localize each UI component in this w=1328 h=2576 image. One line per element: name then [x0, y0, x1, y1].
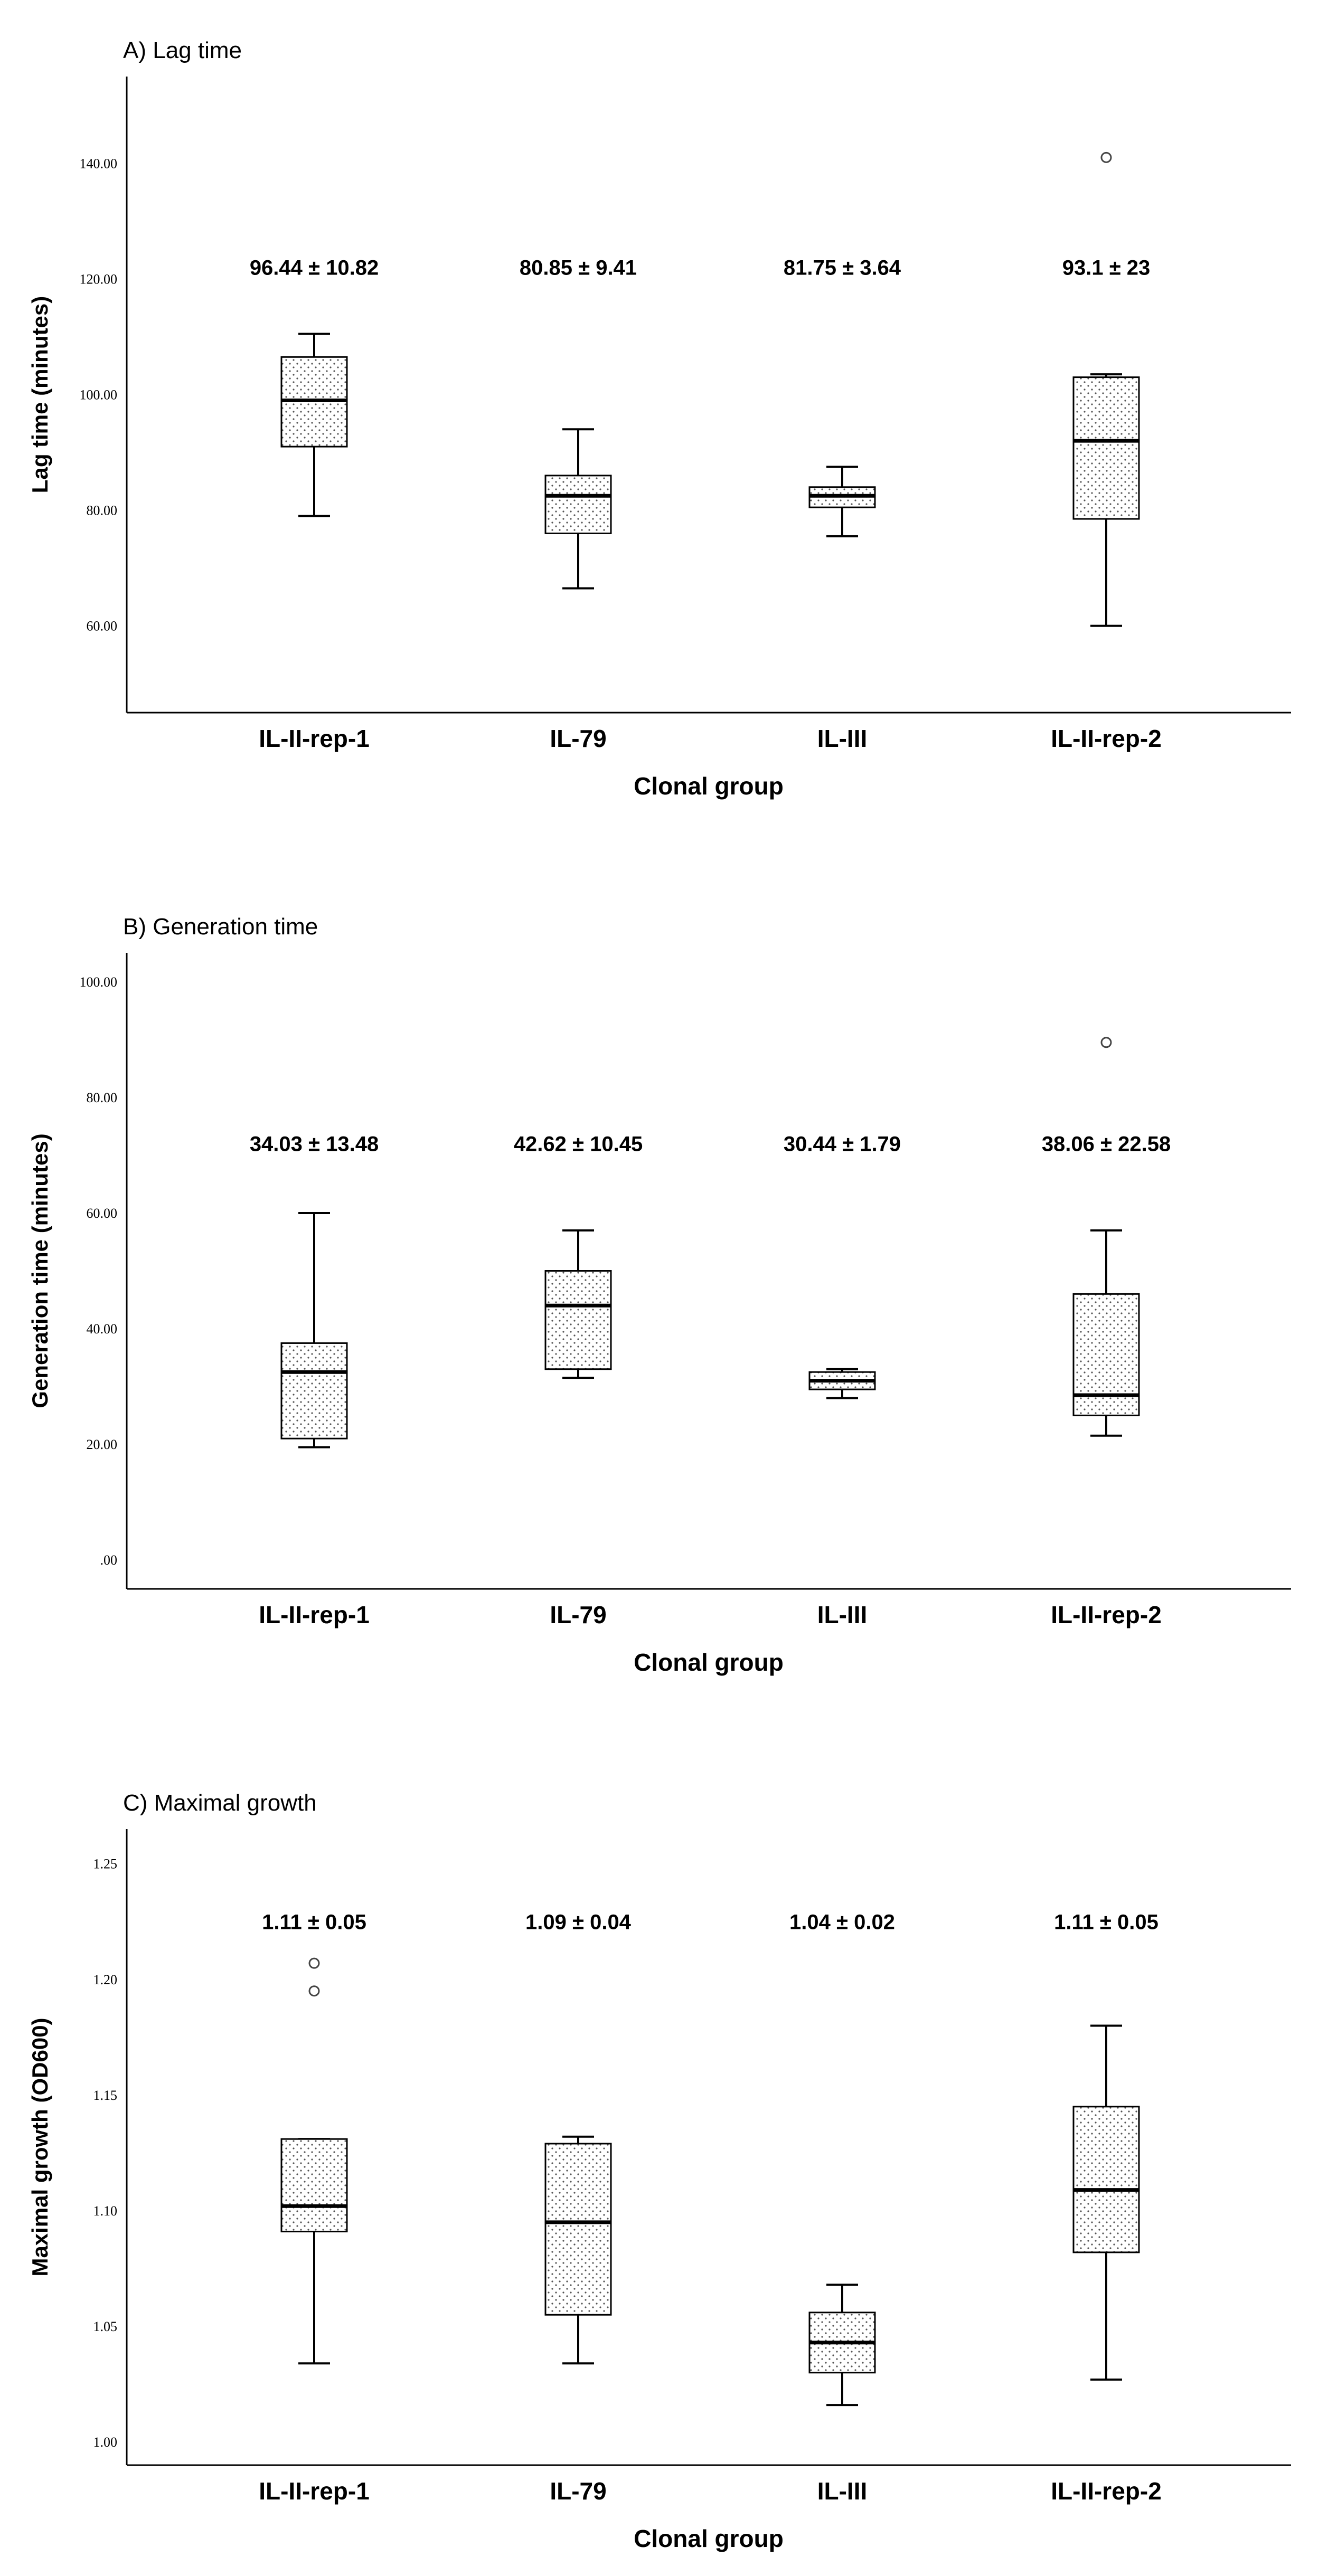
category-label: IL-II-rep-1: [259, 1601, 370, 1628]
panel-title: C) Maximal growth: [123, 1790, 317, 1816]
stat-annotation: 34.03 ± 13.48: [250, 1133, 379, 1156]
y-tick-label: 1.20: [93, 1972, 118, 1987]
y-tick-label: 40.00: [87, 1321, 118, 1337]
panel-3: C) Maximal growth 1.00 1.05 1.10 1.15 1.20 1.2…: [27, 1790, 1291, 2552]
category-label: IL-III: [817, 725, 868, 752]
stat-annotation: 1.09 ± 0.04: [525, 1910, 632, 1934]
category-label: IL-II-rep-1: [259, 2477, 370, 2505]
y-tick-label: 120.00: [80, 271, 118, 287]
box-IL-III: [808, 1368, 876, 1399]
y-tick-label: 100.00: [80, 974, 118, 990]
box-iqr: [544, 1270, 612, 1370]
category-label: IL-79: [550, 725, 606, 752]
category-label: IL-79: [550, 1601, 606, 1628]
y-tick-label: 60.00: [87, 619, 118, 634]
box-iqr: [280, 1342, 348, 1439]
stat-annotation: 80.85 ± 9.41: [520, 257, 637, 280]
stat-annotation: 81.75 ± 3.64: [784, 257, 901, 280]
box-iqr: [1072, 376, 1140, 520]
box-IL-79: [544, 428, 612, 590]
box-iqr: [1072, 2106, 1140, 2253]
box-IL-III: [808, 2284, 876, 2407]
outlier-point: [1100, 1037, 1112, 1048]
box-IL-II-rep-1: [280, 1957, 348, 2365]
outlier-point: [308, 1957, 320, 1969]
y-axis-label: Lag time (minutes): [27, 296, 52, 493]
y-tick-label: .00: [100, 1552, 118, 1568]
box-iqr: [280, 2138, 348, 2232]
stat-annotation: 30.44 ± 1.79: [784, 1133, 901, 1156]
y-tick-label: 1.05: [93, 2319, 118, 2334]
y-tick-label: 140.00: [80, 156, 118, 171]
outlier-point: [308, 1985, 320, 1997]
box-iqr: [544, 475, 612, 534]
y-tick-label: 100.00: [80, 387, 118, 403]
stat-annotation: 96.44 ± 10.82: [250, 257, 379, 280]
y-tick-label: 1.25: [93, 1857, 118, 1872]
box-IL-II-rep-1: [280, 1211, 348, 1448]
box-IL-II-rep-2: [1072, 151, 1140, 627]
category-label: IL-79: [550, 2477, 606, 2505]
panel-title: A) Lag time: [123, 37, 242, 63]
box-IL-79: [544, 1229, 612, 1379]
stat-annotation: 1.04 ± 0.02: [789, 1910, 895, 1934]
box-IL-79: [544, 2135, 612, 2365]
y-axis-label: Maximal growth (OD600): [27, 2018, 52, 2276]
category-label: IL-II-rep-1: [259, 725, 370, 752]
x-axis-label: Clonal group: [634, 1649, 784, 1676]
stat-annotation: 1.11 ± 0.05: [262, 1910, 366, 1934]
box-IL-II-rep-1: [280, 333, 348, 517]
box-iqr: [1072, 1293, 1140, 1416]
outlier-point: [1100, 151, 1112, 163]
y-tick-label: 1.10: [93, 2203, 118, 2219]
category-label: IL-II-rep-2: [1051, 2477, 1162, 2505]
x-axis-label: Clonal group: [634, 772, 784, 800]
y-tick-label: 80.00: [87, 503, 118, 518]
box-IL-III: [808, 466, 876, 537]
box-IL-II-rep-2: [1072, 2024, 1140, 2381]
y-tick-label: 60.00: [87, 1206, 118, 1221]
panel-title: B) Generation time: [123, 914, 318, 940]
y-axis-label: Generation time (minutes): [27, 1133, 52, 1408]
category-label: IL-II-rep-2: [1051, 725, 1162, 752]
stat-annotation: 38.06 ± 22.58: [1042, 1133, 1171, 1156]
y-tick-label: 1.00: [93, 2435, 118, 2450]
panel-2: B) Generation time .00 20.00 40.00 60.00 80.0…: [27, 914, 1291, 1676]
stat-annotation: 93.1 ± 23: [1062, 257, 1151, 280]
box-iqr: [544, 2143, 612, 2316]
category-label: IL-III: [817, 1601, 868, 1628]
box-IL-II-rep-2: [1072, 1037, 1140, 1437]
stat-annotation: 42.62 ± 10.45: [514, 1133, 643, 1156]
stat-annotation: 1.11 ± 0.05: [1054, 1910, 1159, 1934]
x-axis-label: Clonal group: [634, 2525, 784, 2552]
panel-1: A) Lag time 60.00 80.00 100.00 120.00 140.00 L…: [27, 37, 1291, 800]
y-tick-label: 1.15: [93, 2088, 118, 2103]
y-tick-label: 80.00: [87, 1090, 118, 1105]
category-label: IL-III: [817, 2477, 868, 2505]
category-label: IL-II-rep-2: [1051, 1601, 1162, 1628]
y-tick-label: 20.00: [87, 1437, 118, 1452]
